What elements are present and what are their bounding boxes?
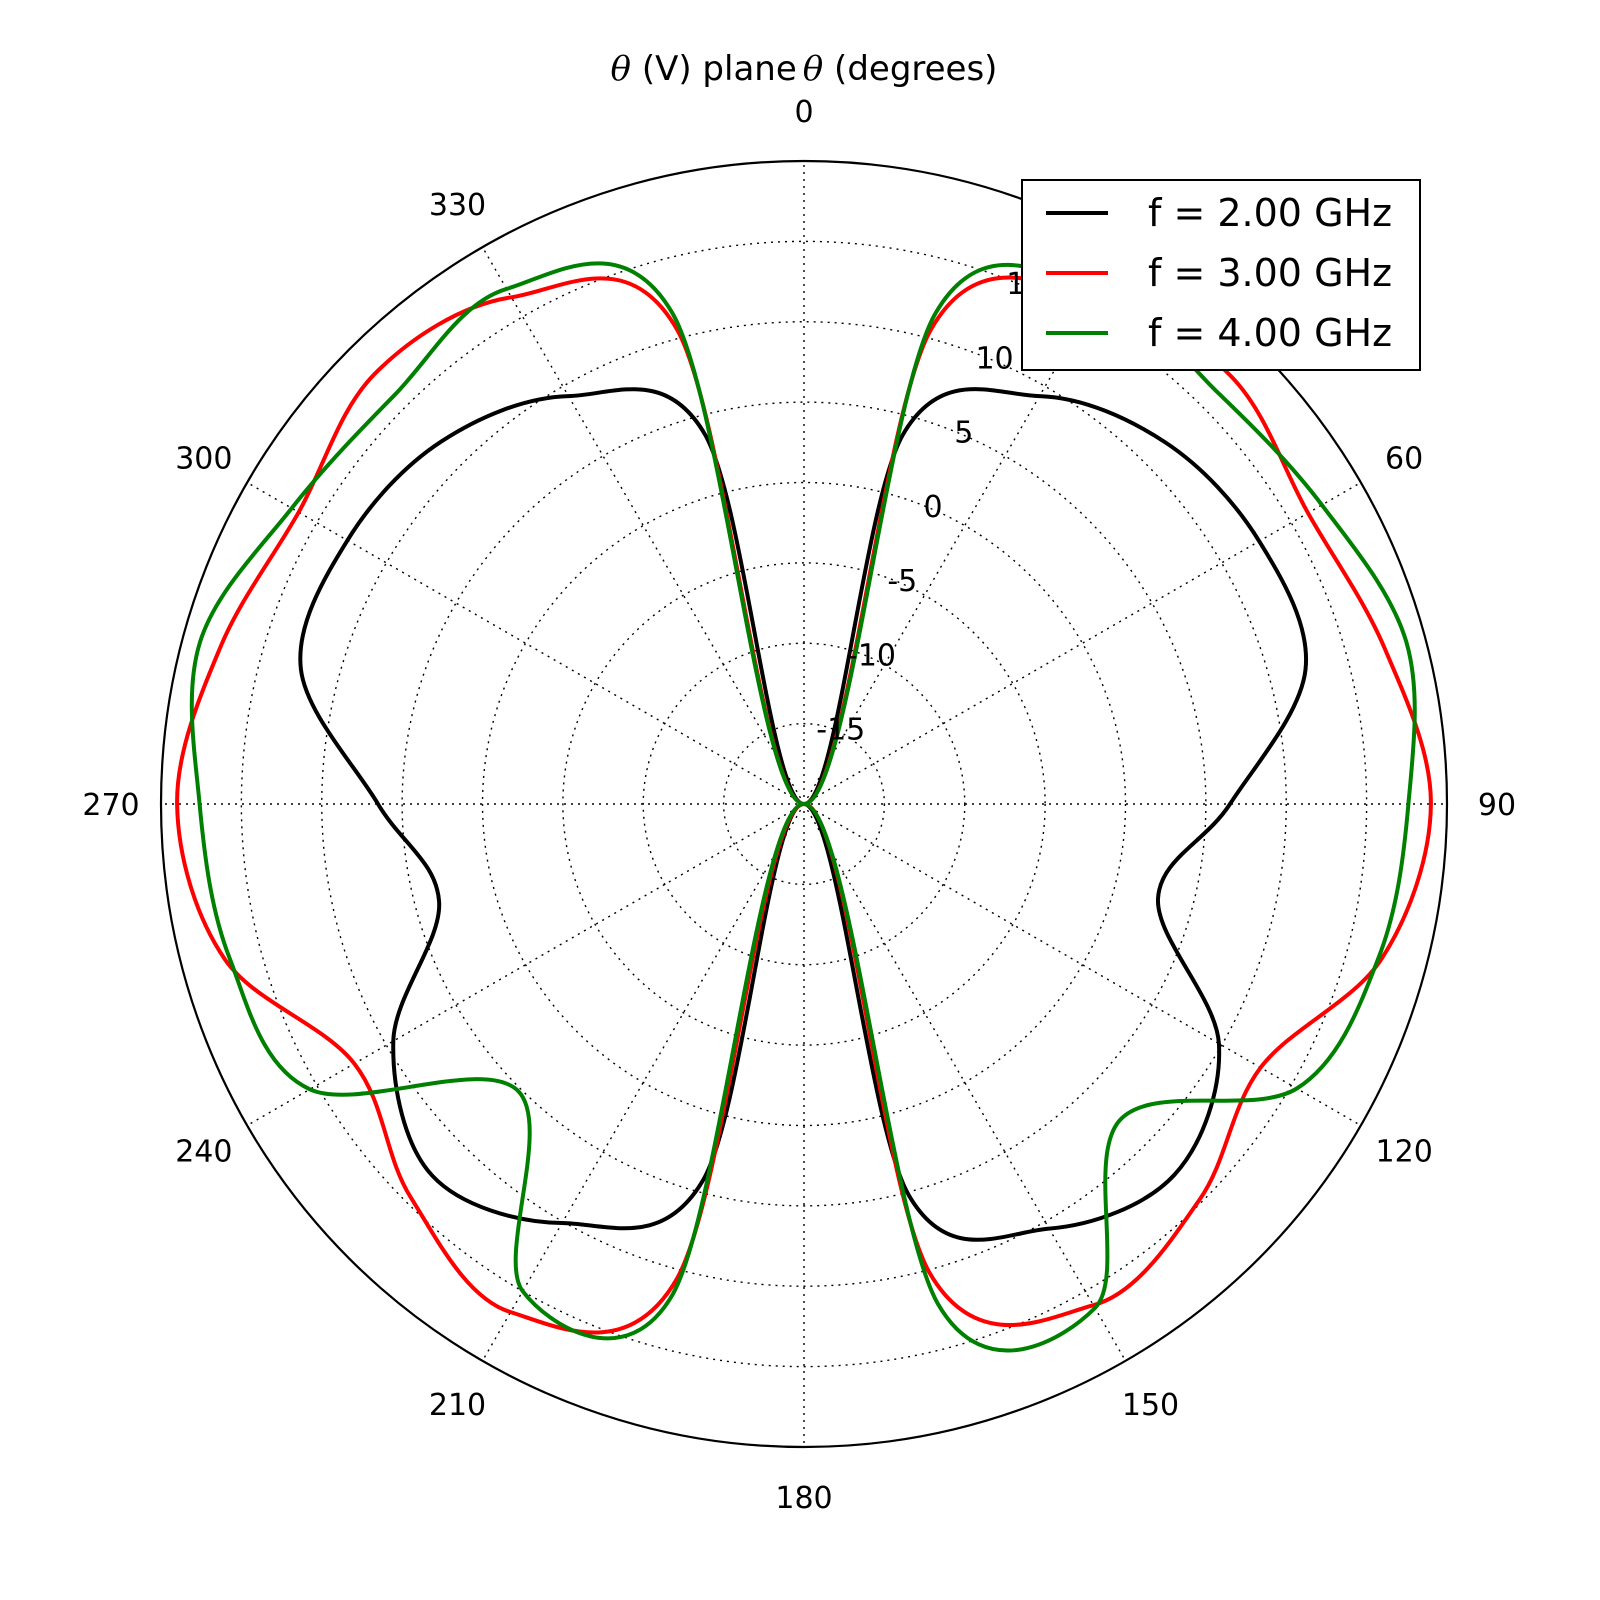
theta-tick-label: 300 — [175, 442, 232, 477]
title-theta-symbol-2: θ — [803, 49, 823, 89]
title-part-2: (degrees) — [823, 49, 997, 89]
r-grid-circle — [722, 722, 886, 886]
r-tick-label: -5 — [887, 564, 917, 599]
chart-title: θ (V) plane θ (degrees) — [611, 49, 998, 89]
legend-label: f = 4.00 GHz — [1148, 311, 1392, 355]
r-grid-circle — [321, 321, 1287, 1287]
polar-grid — [161, 161, 1447, 1447]
theta-tick-label: 330 — [429, 188, 486, 223]
theta-tick-label: 150 — [1122, 1388, 1179, 1423]
r-grid-circle — [240, 240, 1368, 1368]
r-tick-label: 10 — [975, 341, 1013, 376]
r-tick-label: -10 — [847, 638, 896, 673]
r-tick-label: 0 — [923, 490, 942, 525]
theta-tick-label: 210 — [429, 1388, 486, 1423]
r-grid-circle — [481, 481, 1127, 1127]
r-grid-circle — [401, 401, 1207, 1207]
polar-frame — [159, 159, 1449, 1449]
legend: f = 2.00 GHz f = 3.00 GHz f = 4.00 GHz — [1021, 179, 1421, 371]
theta-tick-label: 120 — [1376, 1135, 1433, 1170]
series-layer — [175, 261, 1433, 1353]
title-theta-symbol: θ — [611, 49, 631, 89]
r-grid-circle — [562, 562, 1046, 1046]
theta-tick-label: 0 — [794, 95, 813, 130]
series-line-1 — [298, 387, 1309, 1242]
theta-grid-spoke — [481, 246, 805, 805]
r-tick-label: 5 — [954, 416, 973, 451]
title-part-1: (V) plane — [631, 49, 797, 89]
theta-tick-label: 180 — [775, 1481, 832, 1516]
theta-tick-label: 240 — [175, 1135, 232, 1170]
theta-tick-label: 270 — [82, 788, 139, 823]
r-grid-circle — [642, 642, 966, 966]
r-tick-label: -15 — [816, 713, 865, 748]
legend-label: f = 3.00 GHz — [1148, 251, 1392, 295]
theta-tick-label: 60 — [1385, 442, 1423, 477]
tick-labels: -15-10-505101520030609012015018021024027… — [82, 95, 1516, 1516]
legend-label: f = 2.00 GHz — [1148, 191, 1392, 235]
theta-tick-label: 90 — [1478, 788, 1516, 823]
series-line-3 — [189, 261, 1417, 1353]
